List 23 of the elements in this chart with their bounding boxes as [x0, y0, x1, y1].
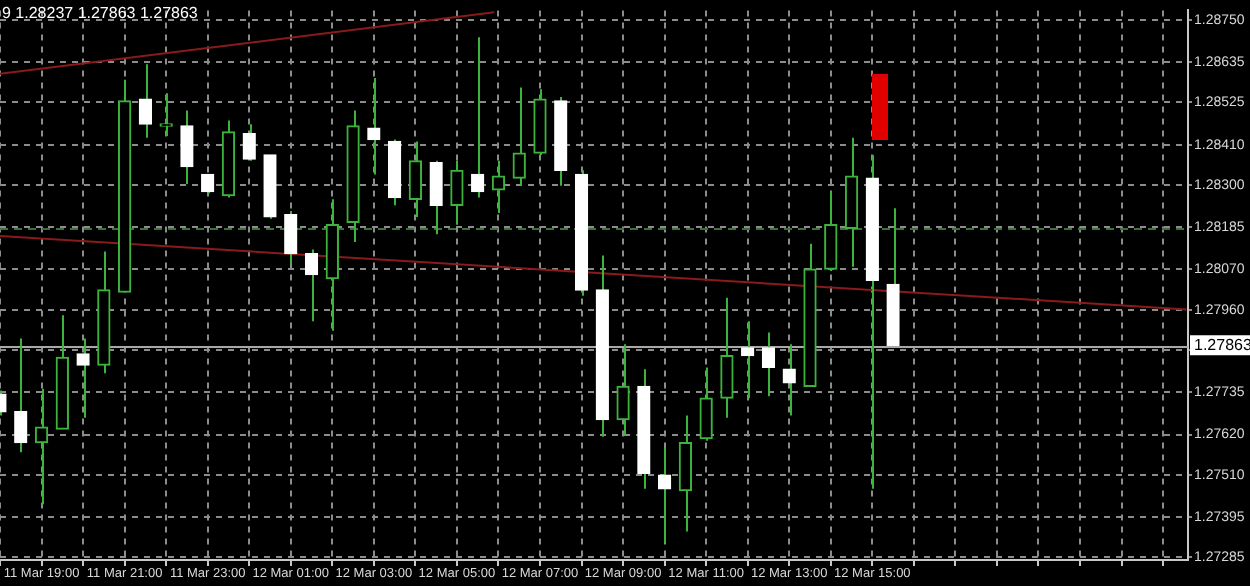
- candlestick: [471, 36, 485, 199]
- candlestick: [761, 331, 776, 398]
- candlestick: [720, 296, 734, 419]
- candlestick: [824, 190, 838, 272]
- candlestick: [699, 366, 713, 442]
- candlestick: [367, 76, 381, 176]
- candlestick: [76, 337, 90, 419]
- annotation: 9 1.28237 1.27863 1.27863: [2, 4, 199, 23]
- candlestick: [741, 320, 755, 400]
- candlestick: [242, 123, 256, 162]
- candlestick: [284, 210, 298, 265]
- candlestick: [34, 387, 49, 506]
- candlestick: [159, 92, 173, 137]
- candlestick: [616, 343, 630, 436]
- candlestick: [304, 248, 319, 323]
- candlestick: [450, 159, 464, 226]
- candlestick: [512, 86, 526, 187]
- candlestick: [678, 414, 693, 533]
- candlestick: [429, 159, 443, 236]
- candlestick: [138, 63, 153, 139]
- candlestick: [408, 140, 423, 218]
- candlestick: [14, 337, 28, 454]
- candlestick: [180, 109, 194, 185]
